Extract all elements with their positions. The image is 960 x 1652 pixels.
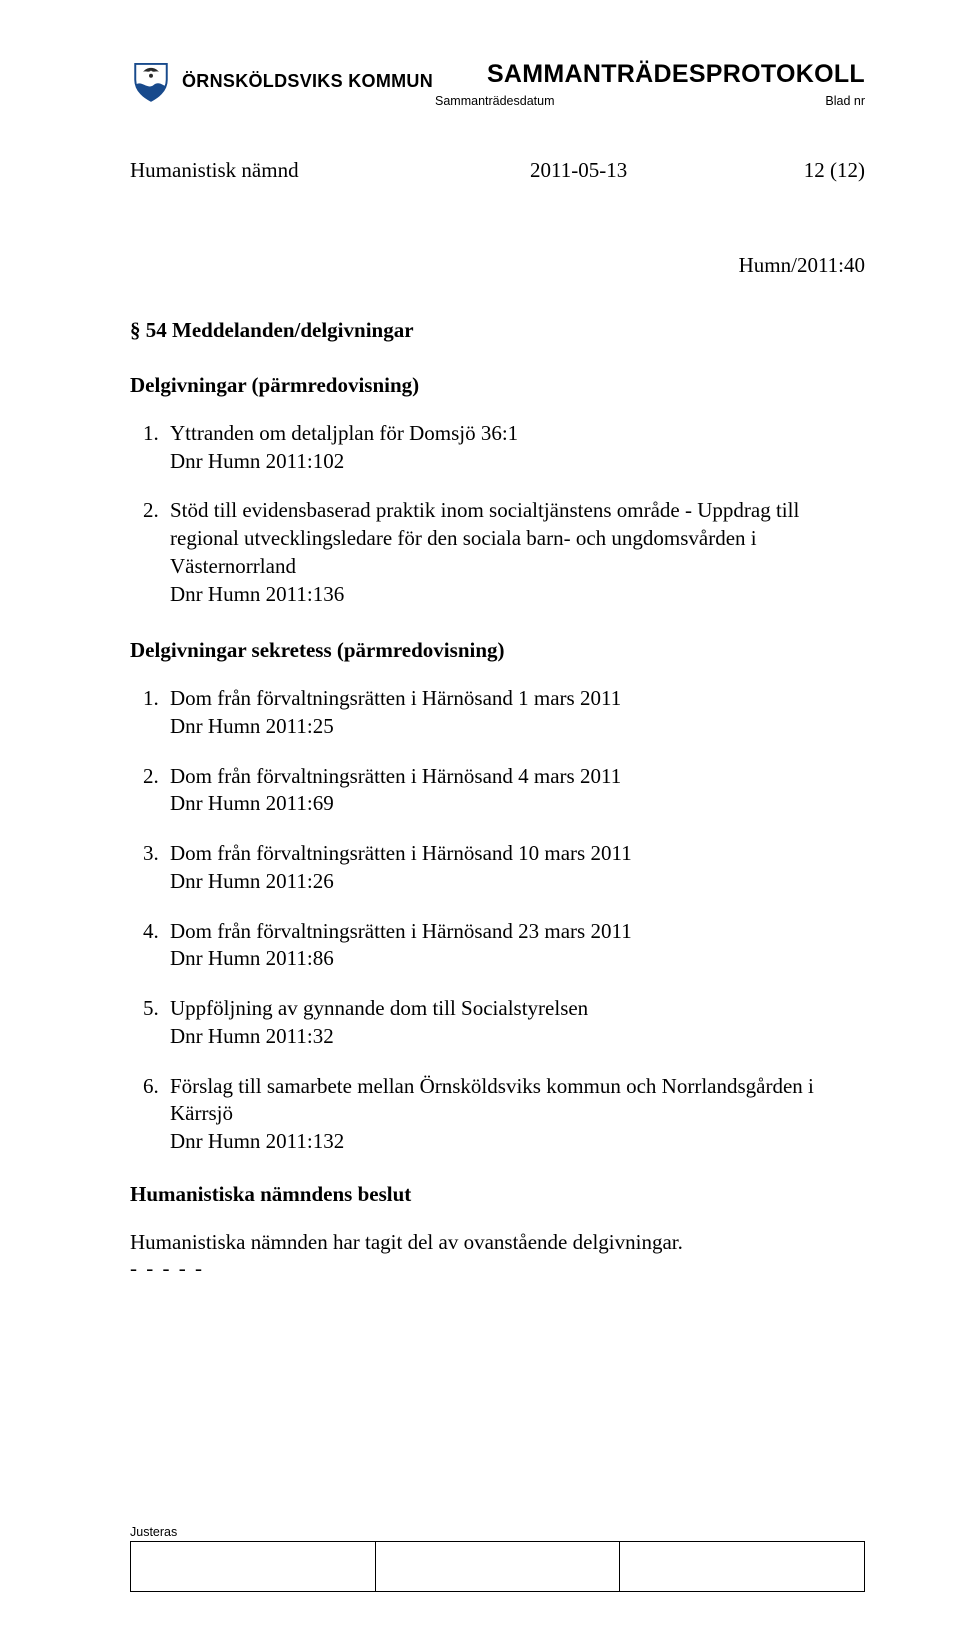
list-item-text: Dom från förvaltningsrätten i Härnösand … [170, 919, 632, 943]
list2: Dom från förvaltningsrätten i Härnösand … [130, 685, 865, 1155]
page-number: 12 (12) [804, 158, 865, 183]
list-item-text: Förslag till samarbete mellan Örnsköldsv… [170, 1074, 814, 1126]
decision-heading: Humanistiska nämndens beslut [130, 1182, 865, 1207]
decision-text: Humanistiska nämnden har tagit del av ov… [130, 1229, 865, 1257]
page: ÖRNSKÖLDSVIKS KOMMUN SAMMANTRÄDESPROTOKO… [0, 0, 960, 1652]
committee-name: Humanistisk nämnd [130, 158, 299, 183]
list-item-dnr: Dnr Humn 2011:26 [170, 868, 865, 896]
list-item: Stöd till evidensbaserad praktik inom so… [164, 497, 865, 608]
list-item: Förslag till samarbete mellan Örnsköldsv… [164, 1073, 865, 1156]
list-item-text: Yttranden om detaljplan för Domsjö 36:1 [170, 421, 518, 445]
list-item: Dom från förvaltningsrätten i Härnösand … [164, 918, 865, 973]
list-item-dnr: Dnr Humn 2011:136 [170, 581, 865, 609]
section-title: § 54 Meddelanden/delgivningar [130, 318, 865, 343]
protocol-title: SAMMANTRÄDESPROTOKOLL [487, 60, 865, 89]
meta-row: Humanistisk nämnd 2011-05-13 12 (12) [130, 158, 865, 183]
list2-heading: Delgivningar sekretess (pärmredovisning) [130, 638, 865, 663]
signature-cell [375, 1542, 620, 1592]
municipal-crest-icon [130, 60, 172, 102]
logo-block: ÖRNSKÖLDSVIKS KOMMUN [130, 60, 433, 102]
list-item-dnr: Dnr Humn 2011:102 [170, 448, 865, 476]
page-label: Blad nr [825, 94, 865, 108]
kommun-name: ÖRNSKÖLDSVIKS KOMMUN [182, 71, 433, 92]
list-item-text: Stöd till evidensbaserad praktik inom so… [170, 498, 799, 577]
list1: Yttranden om detaljplan för Domsjö 36:1 … [130, 420, 865, 608]
header-sublabels: Sammanträdesdatum Blad nr [435, 94, 865, 108]
list-item-text: Dom från förvaltningsrätten i Härnösand … [170, 764, 621, 788]
list-item: Dom från förvaltningsrätten i Härnösand … [164, 685, 865, 740]
list-item: Dom från förvaltningsrätten i Härnösand … [164, 840, 865, 895]
meeting-date: 2011-05-13 [530, 158, 627, 183]
signature-cell [620, 1542, 865, 1592]
list-item-text: Dom från förvaltningsrätten i Härnösand … [170, 686, 621, 710]
signature-table [130, 1541, 865, 1592]
list-item-text: Dom från förvaltningsrätten i Härnösand … [170, 841, 632, 865]
list-item-dnr: Dnr Humn 2011:86 [170, 945, 865, 973]
list-item: Dom från förvaltningsrätten i Härnösand … [164, 763, 865, 818]
list-item-dnr: Dnr Humn 2011:32 [170, 1023, 865, 1051]
list-item-dnr: Dnr Humn 2011:132 [170, 1128, 865, 1156]
list-item: Yttranden om detaljplan för Domsjö 36:1 … [164, 420, 865, 475]
decision-dashes: - - - - - [130, 1256, 865, 1281]
list-item-dnr: Dnr Humn 2011:25 [170, 713, 865, 741]
footer-label: Justeras [130, 1525, 865, 1539]
list1-heading: Delgivningar (pärmredovisning) [130, 373, 865, 398]
date-label: Sammanträdesdatum [435, 94, 555, 108]
signature-cell [131, 1542, 376, 1592]
list-item: Uppföljning av gynnande dom till Socials… [164, 995, 865, 1050]
header: ÖRNSKÖLDSVIKS KOMMUN SAMMANTRÄDESPROTOKO… [130, 60, 865, 150]
list-item-dnr: Dnr Humn 2011:69 [170, 790, 865, 818]
list-item-text: Uppföljning av gynnande dom till Socials… [170, 996, 588, 1020]
reference-number: Humn/2011:40 [130, 253, 865, 278]
footer: Justeras [130, 1525, 865, 1592]
